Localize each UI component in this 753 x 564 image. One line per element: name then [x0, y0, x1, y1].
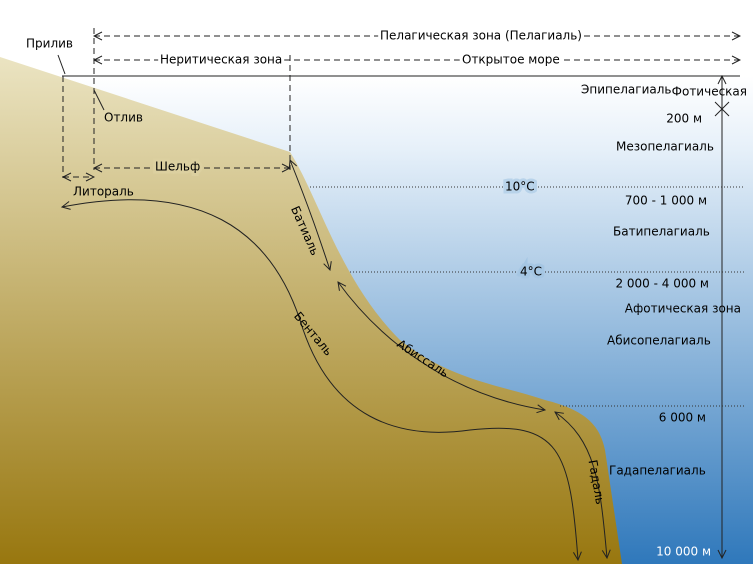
label: Открытое море [462, 53, 560, 67]
label: Шельф [155, 160, 200, 174]
layer: Гадапелагиаль [609, 464, 706, 478]
temperature: 10°C [505, 180, 535, 194]
label: Пелагическая зона (Пелагиаль) [380, 29, 582, 43]
label: Фотическая [672, 85, 747, 99]
layer: Батипелагиаль [613, 225, 710, 239]
depth: 2 000 - 4 000 м [615, 277, 709, 291]
tick [714, 101, 730, 117]
layer: Абисопелагиаль [607, 334, 711, 348]
label: Отлив [104, 111, 143, 125]
label: Афотическая зона [625, 302, 741, 316]
depth: 200 м [666, 112, 702, 126]
temperature: 4°C [520, 265, 542, 279]
label: Литораль [73, 185, 134, 199]
depth: 6 000 м [659, 411, 706, 425]
layer: Эпипелагиаль [581, 83, 671, 97]
pointer [57, 54, 66, 75]
depth: 10 000 м [656, 545, 711, 559]
depth: 700 - 1 000 м [625, 194, 707, 208]
pointer [93, 89, 105, 111]
label: Неритическая зона [160, 53, 282, 67]
bathyal-arrow [290, 160, 330, 270]
abyssal-arrow [338, 282, 545, 410]
label: Прилив [26, 37, 73, 51]
hadal-arrow [555, 412, 607, 558]
layer: Мезопелагиаль [616, 140, 714, 154]
